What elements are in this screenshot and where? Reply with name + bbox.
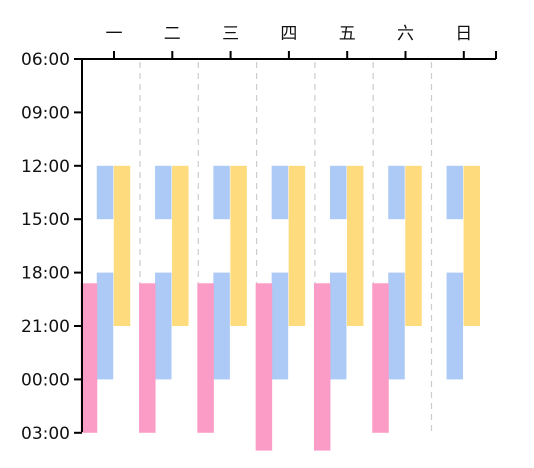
bar-pink — [197, 283, 214, 433]
bar-blue — [271, 165, 289, 220]
y-tick-label: 18:00 — [21, 264, 70, 284]
bar-yellow — [113, 165, 131, 326]
y-axis-ticks: 06:00 09:00 12:00 15:00 18:00 21:00 00:00 03:00 — [21, 50, 82, 444]
bar-pink — [139, 283, 156, 433]
bar-yellow — [172, 165, 189, 326]
y-tick-label: 21:00 — [21, 317, 70, 337]
x-tick-label: 日 — [455, 24, 472, 44]
bar-pink — [255, 283, 273, 451]
x-tick-label: 五 — [339, 24, 356, 44]
x-tick-label: 三 — [222, 24, 239, 44]
y-tick-label: 15:00 — [21, 210, 70, 230]
bar-yellow — [288, 165, 306, 326]
bar-pink — [313, 283, 331, 451]
bar-blue — [329, 272, 347, 380]
bar-blue — [213, 165, 230, 220]
bar-blue — [155, 272, 172, 380]
bar-pink — [80, 283, 98, 433]
x-tick-label: 六 — [397, 24, 414, 44]
bar-yellow — [463, 165, 481, 326]
bar-blue — [213, 272, 230, 380]
bar-blue — [155, 165, 172, 220]
bar-blue — [271, 272, 289, 380]
bar-yellow — [346, 165, 364, 326]
bar-blue — [96, 272, 114, 380]
bar-pink — [372, 283, 389, 433]
bar-blue — [96, 165, 114, 220]
x-axis-ticks: 一二三四五六日 — [106, 24, 497, 59]
bar-yellow — [405, 165, 422, 326]
x-tick-label: 二 — [164, 24, 181, 44]
x-tick-label: 一 — [106, 24, 123, 44]
bar-blue — [329, 165, 347, 220]
bar-blue — [388, 165, 405, 220]
x-tick-label: 四 — [280, 24, 297, 44]
bar-yellow — [230, 165, 247, 326]
bar-blue — [388, 272, 405, 380]
y-tick-label: 03:00 — [21, 424, 70, 444]
y-tick-label: 12:00 — [21, 157, 70, 177]
chart-bars — [80, 165, 481, 451]
y-tick-label: 00:00 — [21, 370, 70, 390]
y-tick-label: 06:00 — [21, 50, 70, 70]
bar-blue — [446, 165, 464, 220]
bar-blue — [446, 272, 464, 380]
y-tick-label: 09:00 — [21, 103, 70, 123]
